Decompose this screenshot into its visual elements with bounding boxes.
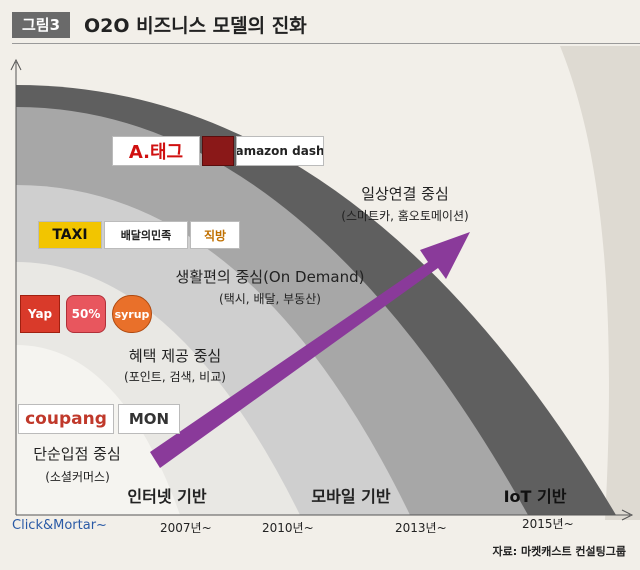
growth-arrow <box>150 232 470 468</box>
figure-title: O2O 비즈니스 모델의 진화 <box>84 15 307 37</box>
stage-label-everyday-connection: 일상연결 중심 <box>361 185 449 203</box>
axis-label-2015: 2015년~ <box>522 517 574 531</box>
atag-logo: A.태그 <box>112 136 200 166</box>
stage-label-on-demand: 생활편의 중심(On Demand) <box>175 268 365 286</box>
header-divider <box>12 43 640 44</box>
axis-label-click-mortar: Click&Mortar~ <box>12 518 107 533</box>
stage-sublabel-on-demand: (택시, 배달, 부동산) <box>219 292 321 306</box>
stage-sublabel-benefits: (포인트, 검색, 비교) <box>124 370 226 384</box>
red-badge-logo <box>202 136 234 166</box>
axis-label-2007: 2007년~ <box>160 521 212 535</box>
stage-label-simple-store: 단순입점 중심 <box>33 445 121 463</box>
x-axis-arrowhead <box>621 509 634 521</box>
fifty-percent-logo: 50% <box>66 295 106 333</box>
background-wave <box>560 46 640 520</box>
stage-sublabel-everyday-connection: (스마트카, 홈오토메이션) <box>341 209 469 223</box>
taxi-logo: TAXI <box>38 221 102 249</box>
syrup-logo: syrup <box>112 295 152 333</box>
tier-label-internet: 인터넷 기반 <box>127 487 207 506</box>
figure-badge: 그림3 <box>12 12 70 38</box>
baemin-logo: 배달의민족 <box>104 221 188 249</box>
stage-label-benefits: 혜택 제공 중심 <box>128 347 222 365</box>
source-note: 자료: 마켓캐스트 컨설팅그룹 <box>492 545 627 558</box>
axis-label-2010: 2010년~ <box>262 521 314 535</box>
y-axis-arrowhead <box>10 58 22 71</box>
zigbang-logo: 직방 <box>190 221 240 249</box>
tier-label-mobile: 모바일 기반 <box>311 487 391 506</box>
tmon-logo: MON <box>118 404 180 434</box>
axis-label-2013: 2013년~ <box>395 521 447 535</box>
stage-sublabel-simple-store: (소셜커머스) <box>45 470 110 484</box>
tier-label-iot: IoT 기반 <box>503 487 567 506</box>
coupang-logo: coupang <box>18 404 114 434</box>
yap-logo: Yap <box>20 295 60 333</box>
figure-header: 그림3 O2O 비즈니스 모델의 진화 <box>0 0 640 46</box>
amazon-dash-logo: amazon dash <box>236 136 324 166</box>
